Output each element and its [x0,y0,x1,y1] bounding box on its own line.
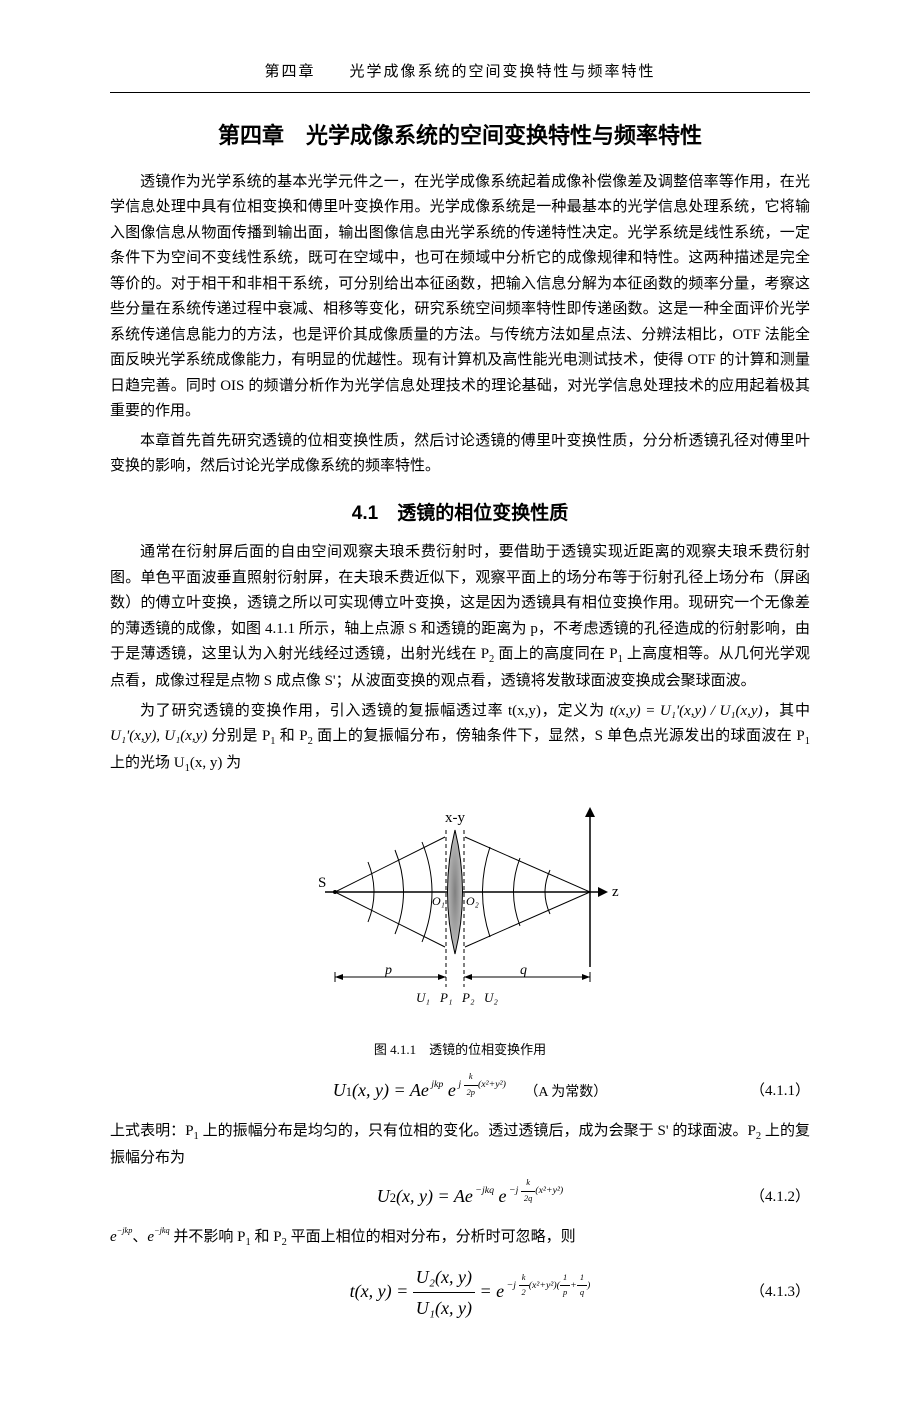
text-span: 面上的高度同在 P [494,646,617,662]
equation-number: （4.1.2） [720,1185,810,1211]
figure-4-1-1: x-y S z O₁ O₂ p q U₁ P₁ P₂ U₂ 图 4 [110,792,810,1062]
lens-diagram-svg: x-y S z O₁ O₂ p q U₁ P₁ P₂ U₂ [280,792,640,1022]
intro-paragraph-2: 本章首先首先研究透镜的位相变换性质，然后讨论透镜的傅里叶变换性质，分分析透镜孔径… [110,429,810,480]
equation-4-1-3: t(x, y) = U₂(x, y) U₁(x, y) = e −j k2(x²… [110,1262,810,1324]
text-span: 上的光场 U [110,755,185,771]
section-paragraph-1: 通常在衍射屏后面的自由空间观察夫琅禾费衍射时，要借助于透镜实现近距离的观察夫琅禾… [110,540,810,694]
running-head: 第四章 光学成像系统的空间变换特性与频率特性 [110,60,810,93]
equation-note: （A 为常数） [524,1085,607,1100]
label-s: S [318,875,326,891]
text-span: 分别是 P [207,728,270,744]
text-span: 上式表明：P [110,1123,194,1139]
text-span: 和 P [276,728,308,744]
text-span: 、 [132,1229,147,1245]
equation-4-1-1: U1(x, y) = Ae jkp e j k2p(x²+y²) （A 为常数）… [110,1075,810,1109]
label-z: z [612,884,619,900]
chapter-title: 第四章 光学成像系统的空间变换特性与频率特性 [110,117,810,154]
inline-equation: U₁'(x,y), U₁(x,y) [110,728,207,744]
label-p2: P₂ [461,990,475,1005]
text-after-eq2: e−jkp、e−jkq 并不影响 P1 和 P2 平面上相位的相对分布，分析时可… [110,1225,810,1252]
text-span: 和 P [251,1229,282,1245]
text-span: 面上的复振幅分布，傍轴条件下，显然，S 单色点光源发出的球面波在 P [313,728,805,744]
text-after-eq1: 上式表明：P1 上的振幅分布是均匀的，只有位相的变化。透过透镜后，成为会聚于 S… [110,1119,810,1171]
label-p1: P₁ [439,990,452,1005]
inline-equation: e−jkp [110,1229,132,1245]
text-span: 通常在衍射屏后面的自由空间观察夫琅禾费衍射时，要借助于透镜实现近距离的观察夫琅禾… [110,544,810,662]
inline-equation: e−jkq [147,1229,169,1245]
frac-bot: U₁(x, y) [413,1293,475,1324]
intro-paragraph-1: 透镜作为光学系统的基本光学元件之一，在光学成像系统起着成像补偿像差及调整倍率等作… [110,170,810,425]
frac-top: U₂(x, y) [413,1262,475,1294]
equation-4-1-2: U2(x, y) = Ae −jkq e −j k2q(x²+y²) （4.1.… [110,1181,810,1215]
text-span: 为了研究透镜的变换作用，引入透镜的复振幅透过率 t(x,y)，定义为 [140,703,609,719]
label-p: p [384,963,392,978]
text-span: ，其中 [763,703,810,719]
section-paragraph-2: 为了研究透镜的变换作用，引入透镜的复振幅透过率 t(x,y)，定义为 t(x,y… [110,699,810,778]
label-o2: O₂ [466,894,479,908]
text-span: 并不影响 P [170,1229,246,1245]
text-span: (x, y) 为 [190,755,241,771]
label-o1: O₁ [432,894,445,908]
label-u1: U₁ [416,990,430,1005]
section-title-4-1: 4.1 透镜的相位变换性质 [110,498,810,530]
inline-equation: t(x,y) = U₁'(x,y) / U₁(x,y) [609,703,762,719]
label-u2: U₂ [484,990,498,1005]
label-q: q [520,963,527,978]
text-span: 平面上相位的相对分布，分析时可忽略，则 [287,1229,576,1245]
label-xy: x-y [445,810,465,826]
text-span: 上的振幅分布是均匀的，只有位相的变化。透过透镜后，成为会聚于 S' 的球面波。P [199,1123,756,1139]
equation-number: （4.1.1） [720,1079,810,1105]
figure-caption: 图 4.1.1 透镜的位相变换作用 [110,1039,810,1061]
